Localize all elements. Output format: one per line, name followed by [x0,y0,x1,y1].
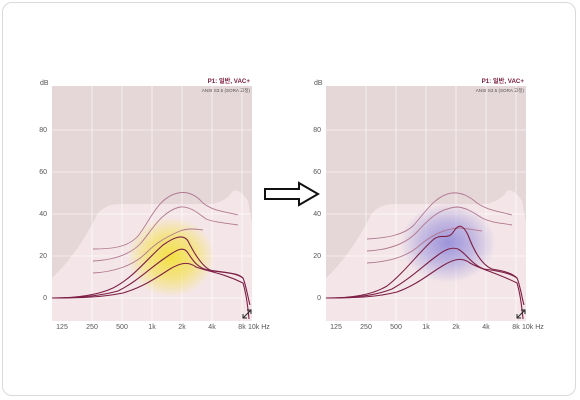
x-tick-2k: 2k [178,324,186,331]
y-tick-60: 60 [313,169,321,176]
x-tick-125: 125 [56,324,68,331]
x-tick-500: 500 [390,324,402,331]
curve-80db [366,206,513,252]
y-tick-20: 20 [39,253,47,260]
y-tick-60: 60 [39,169,47,176]
y-tick-0: 0 [43,295,47,302]
curve-50db [51,262,250,320]
panel-title: P1: 일반, VAC+ [208,77,251,85]
response-graph: dB 0 20 40 60 80 125 250 500 1k 2k 4k 8k… [39,77,270,331]
curve-70db [366,227,483,264]
response-graph: dB 0 20 40 60 80 125 250 500 1k 2k 4k 8k… [313,77,544,331]
response-curves [325,192,525,320]
curve-70db [92,228,204,274]
x-tick-10k: 10k Hz [248,324,270,331]
y-tick-40: 40 [313,211,321,218]
y-tick-40: 40 [39,211,47,218]
x-tick-8k: 8k [238,324,246,331]
y-tick-0: 0 [317,295,321,302]
curve-50db [325,258,524,320]
yellow-glow-overlay [127,217,215,297]
x-tick-8k: 8k [512,324,520,331]
x-tick-4k: 4k [482,324,490,331]
hearing-response-panel-after: dB 0 20 40 60 80 125 250 500 1k 2k 4k 8k… [312,73,544,335]
x-tick-250: 250 [360,324,372,331]
curve-55db [51,248,244,299]
purple-glow-overlay [400,203,496,283]
y-tick-20: 20 [313,253,321,260]
y-unit-label: dB [314,80,323,87]
x-tick-10k: 10k Hz [522,324,544,331]
panel-subtitle: ANSI S3.5 (SORA 고정) [476,87,525,93]
resize-diagonal-icon[interactable] [242,309,252,319]
resize-diagonal-icon[interactable] [516,309,526,319]
panel-subtitle: ANSI S3.5 (SORA 고정) [202,87,251,93]
x-tick-1k: 1k [422,324,430,331]
x-tick-2k: 2k [452,324,460,331]
y-unit-label: dB [40,80,49,87]
y-tick-80: 80 [39,127,47,134]
x-tick-4k: 4k [208,324,216,331]
right-arrow-icon [264,181,320,207]
y-tick-80: 80 [313,127,321,134]
x-tick-250: 250 [86,324,98,331]
curve-90db [92,192,239,250]
x-tick-1k: 1k [148,324,156,331]
curve-90db [366,192,513,240]
curve-80db [92,206,239,262]
x-tick-125: 125 [330,324,342,331]
x-tick-500: 500 [116,324,128,331]
panel-title: P1: 일반, VAC+ [482,77,525,85]
hearing-response-panel-before: dB 0 20 40 60 80 125 250 500 1k 2k 4k 8k… [38,73,270,335]
curve-55db [325,247,518,299]
response-curves [51,192,251,320]
